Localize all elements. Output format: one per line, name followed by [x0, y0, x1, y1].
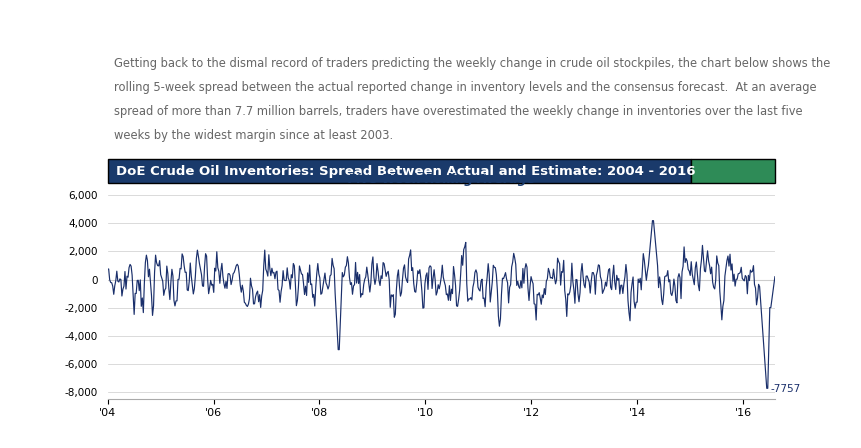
- Text: -7757: -7757: [771, 384, 802, 394]
- Text: spread of more than 7.7 million barrels, traders have overestimated the weekly c: spread of more than 7.7 million barrels,…: [115, 105, 803, 118]
- FancyBboxPatch shape: [108, 159, 691, 183]
- FancyBboxPatch shape: [691, 159, 775, 183]
- Text: rolling 5-week spread between the actual reported change in inventory levels and: rolling 5-week spread between the actual…: [115, 81, 817, 94]
- Text: Five-Week Rolling Average: Five-Week Rolling Average: [348, 173, 535, 186]
- Text: Getting back to the dismal record of traders predicting the weekly change in cru: Getting back to the dismal record of tra…: [115, 57, 831, 70]
- Text: weeks by the widest margin since at least 2003.: weeks by the widest margin since at leas…: [115, 129, 393, 142]
- Text: DoE Crude Oil Inventories: Spread Between Actual and Estimate: 2004 - 2016: DoE Crude Oil Inventories: Spread Betwee…: [115, 165, 695, 178]
